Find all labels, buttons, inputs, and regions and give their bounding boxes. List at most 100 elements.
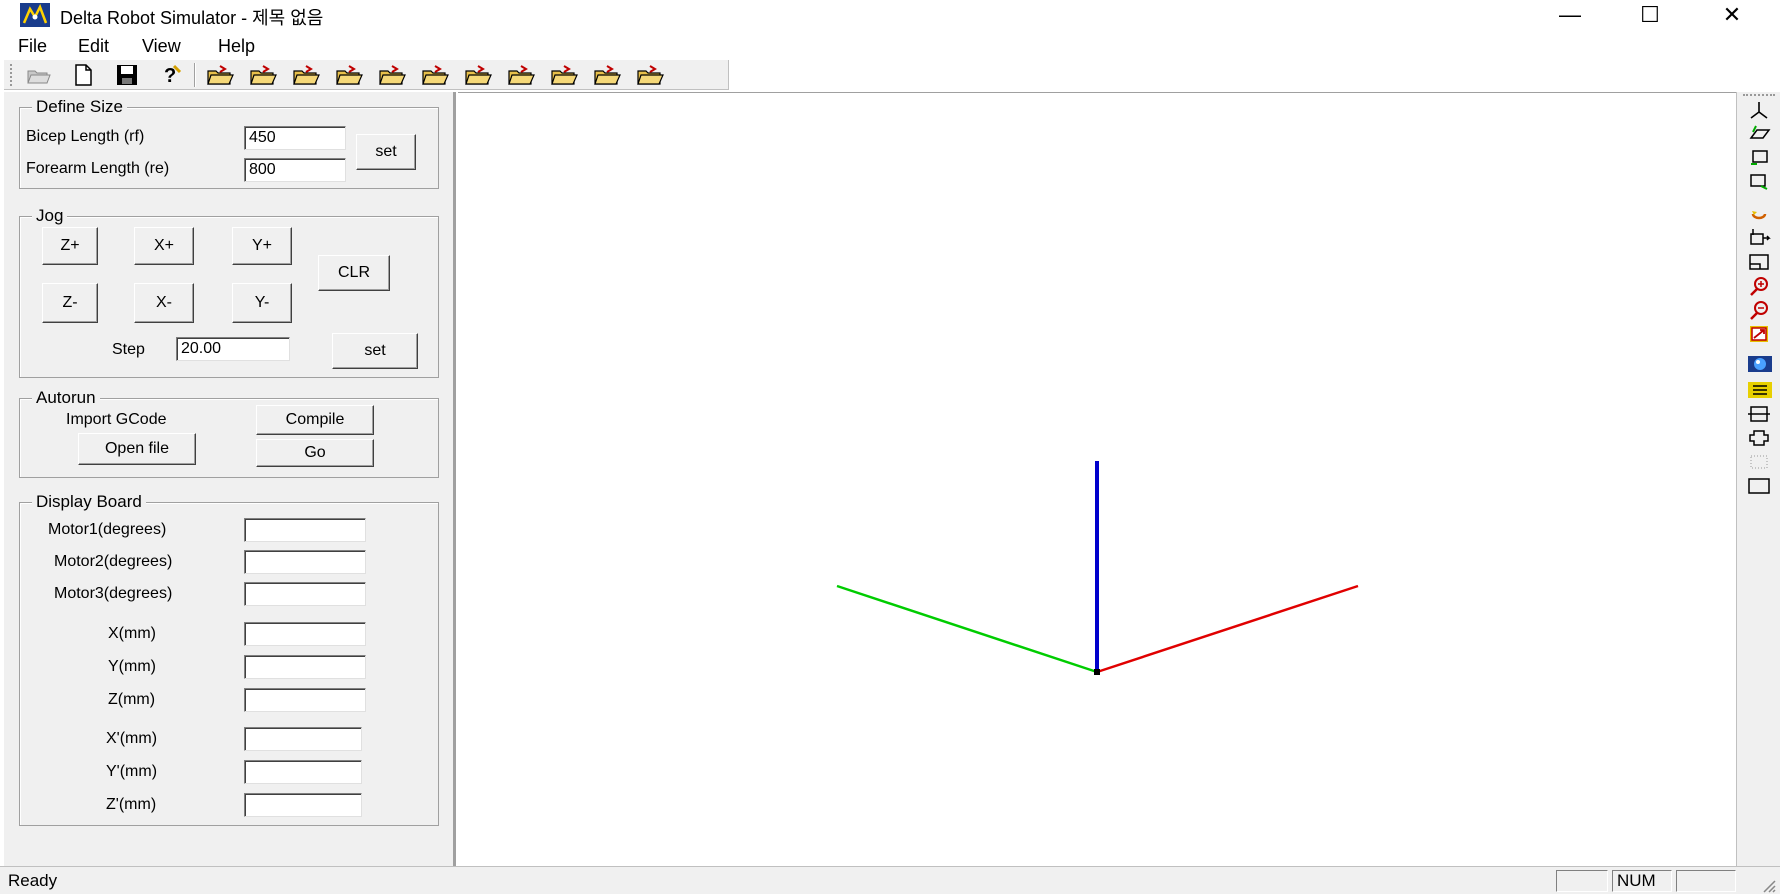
status-bar: Ready NUM <box>0 866 1780 894</box>
gcode-folder-icon-7[interactable] <box>462 63 496 87</box>
gcode-folder-icon-5[interactable] <box>376 63 410 87</box>
menu-help[interactable]: Help <box>218 36 256 56</box>
y-prime-mm-label: Y'(mm) <box>106 763 158 780</box>
gcode-folder-icon-1[interactable] <box>204 63 238 87</box>
motor2-field[interactable] <box>244 550 366 574</box>
motor1-field[interactable] <box>244 518 366 542</box>
new-icon[interactable] <box>66 63 100 87</box>
x-prime-mm-label: X'(mm) <box>106 730 158 747</box>
menu-bar: File Edit View Help <box>0 32 1780 60</box>
gcode-folder-icon-6[interactable] <box>419 63 453 87</box>
gcode-folder-icon-3[interactable] <box>290 63 324 87</box>
3d-viewport[interactable] <box>458 92 1736 866</box>
save-icon[interactable] <box>110 63 144 87</box>
box-frame-icon[interactable] <box>1745 402 1773 424</box>
control-panel: Define Size Bicep Length (rf) Forearm Le… <box>4 92 456 866</box>
svg-text:?: ? <box>164 65 176 86</box>
jog-y-minus-button[interactable]: Y- <box>232 283 292 323</box>
view-toolbar-grip[interactable] <box>1743 94 1775 98</box>
toolbar-separator <box>194 63 196 87</box>
step-input[interactable] <box>176 337 290 361</box>
status-pane-caps <box>1556 870 1608 892</box>
jog-z-minus-button[interactable]: Z- <box>42 283 98 323</box>
motor3-field[interactable] <box>244 582 366 606</box>
x-axis-line <box>1096 584 1359 674</box>
status-text: Ready <box>8 871 58 890</box>
minimize-button[interactable]: — <box>1559 2 1581 27</box>
x-mm-field[interactable] <box>244 622 366 646</box>
window-title: Delta Robot Simulator - 제목 없음 <box>60 8 324 28</box>
fit-all-icon[interactable] <box>1745 322 1773 344</box>
gcode-folder-icon-4[interactable] <box>333 63 367 87</box>
open-icon[interactable] <box>22 63 56 87</box>
gcode-folder-icon-11[interactable] <box>634 63 668 87</box>
menu-file[interactable]: File <box>18 36 48 56</box>
main-toolbar: ? <box>4 60 728 90</box>
y-prime-mm-field[interactable] <box>244 760 362 784</box>
open-file-button[interactable]: Open file <box>78 433 196 465</box>
bicep-length-input[interactable] <box>244 126 346 150</box>
jog-group: Jog Z+ X+ Y+ CLR Z- X- Y- Step set <box>19 206 439 378</box>
y-mm-field[interactable] <box>244 655 366 679</box>
toolbar-empty-area <box>728 60 1780 90</box>
zoom-out-icon[interactable] <box>1745 298 1773 320</box>
y-axis-line <box>836 584 1098 674</box>
front-view-icon[interactable] <box>1745 146 1773 168</box>
autorun-group: Autorun Import GCode Compile Open file G… <box>19 388 439 478</box>
menu-edit[interactable]: Edit <box>78 36 110 56</box>
gcode-folder-icon-9[interactable] <box>548 63 582 87</box>
toolbar-grip[interactable] <box>10 64 14 86</box>
jog-z-plus-button[interactable]: Z+ <box>42 227 98 265</box>
close-button[interactable]: ✕ <box>1722 2 1742 27</box>
app-icon <box>20 3 50 27</box>
resize-grip-icon[interactable] <box>1760 877 1776 893</box>
status-pane-scrl <box>1676 870 1736 892</box>
import-gcode-label: Import GCode <box>66 411 167 428</box>
help-icon[interactable]: ? <box>154 63 188 87</box>
outline-icon[interactable] <box>1745 426 1773 448</box>
x-prime-mm-field[interactable] <box>244 727 362 751</box>
gcode-folder-icon-8[interactable] <box>505 63 539 87</box>
z-mm-label: Z(mm) <box>108 691 156 708</box>
define-size-title: Define Size <box>32 97 127 117</box>
iso-plane-icon[interactable] <box>1745 122 1773 144</box>
side-view-icon[interactable] <box>1745 170 1773 192</box>
rectangle-icon[interactable] <box>1745 474 1773 496</box>
title-bar: Delta Robot Simulator - 제목 없음 — ☐ ✕ <box>0 0 1780 30</box>
compile-button[interactable]: Compile <box>256 405 374 435</box>
step-label: Step <box>112 341 145 358</box>
maximize-button[interactable]: ☐ <box>1640 2 1660 27</box>
y-mm-label: Y(mm) <box>108 658 156 675</box>
x-mm-label: X(mm) <box>108 625 156 642</box>
z-mm-field[interactable] <box>244 688 366 712</box>
display-board-group: Display Board Motor1(degrees) Motor2(deg… <box>19 492 439 826</box>
jog-title: Jog <box>32 206 68 226</box>
points-icon[interactable] <box>1745 450 1773 472</box>
define-size-group: Define Size Bicep Length (rf) Forearm Le… <box>19 97 439 189</box>
zoom-in-icon[interactable] <box>1745 274 1773 296</box>
jog-x-plus-button[interactable]: X+ <box>134 227 194 265</box>
gcode-folder-icon-2[interactable] <box>247 63 281 87</box>
forearm-length-label: Forearm Length (re) <box>26 160 170 177</box>
shaded-icon[interactable] <box>1745 352 1773 374</box>
bicep-length-label: Bicep Length (rf) <box>26 128 145 145</box>
window-view-icon[interactable] <box>1745 250 1773 272</box>
step-set-button[interactable]: set <box>332 333 418 369</box>
axis-view-icon[interactable] <box>1745 98 1773 120</box>
gcode-folder-icon-10[interactable] <box>591 63 625 87</box>
jog-clr-button[interactable]: CLR <box>318 255 390 291</box>
define-size-set-button[interactable]: set <box>356 134 416 170</box>
go-button[interactable]: Go <box>256 439 374 467</box>
autorun-title: Autorun <box>32 388 100 408</box>
motor3-label: Motor3(degrees) <box>54 585 173 602</box>
jog-x-minus-button[interactable]: X- <box>134 283 194 323</box>
wire-color-icon[interactable] <box>1745 378 1773 400</box>
jog-y-plus-button[interactable]: Y+ <box>232 227 292 265</box>
forearm-length-input[interactable] <box>244 158 346 182</box>
rotate-icon[interactable] <box>1745 202 1773 224</box>
pan-icon[interactable] <box>1745 226 1773 248</box>
menu-view[interactable]: View <box>142 36 181 56</box>
z-prime-mm-field[interactable] <box>244 793 362 817</box>
view-toolbar <box>1736 92 1780 866</box>
motor1-label: Motor1(degrees) <box>48 521 167 538</box>
